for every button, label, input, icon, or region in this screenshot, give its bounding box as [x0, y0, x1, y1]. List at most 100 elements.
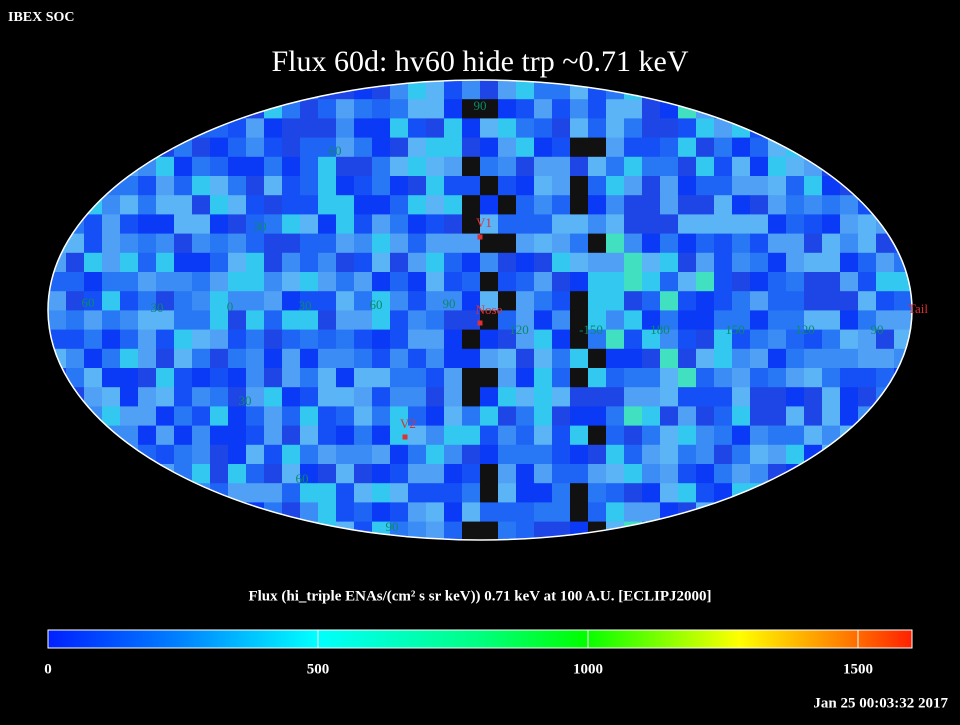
map-cell — [318, 252, 337, 273]
map-cell — [570, 387, 589, 407]
map-cell — [534, 464, 553, 484]
map-cell — [354, 483, 373, 503]
map-cell — [480, 272, 499, 292]
map-cell — [894, 118, 912, 139]
map-cell — [48, 425, 67, 446]
map-cell — [552, 272, 571, 292]
map-cell — [372, 329, 391, 350]
map-cell — [444, 406, 463, 427]
map-cell — [786, 502, 805, 523]
map-cell — [462, 118, 481, 139]
map-cell — [858, 214, 877, 235]
map-cell — [606, 368, 625, 388]
map-cell — [210, 291, 229, 311]
map-cell — [300, 176, 319, 196]
map-cell — [318, 406, 337, 427]
map-cell — [354, 99, 373, 119]
map-cell — [714, 118, 733, 139]
map-cell — [480, 80, 499, 100]
map-cell — [444, 464, 463, 484]
map-cell — [552, 425, 571, 446]
longitude-label: 60 — [82, 295, 95, 310]
map-cell — [174, 444, 193, 465]
map-cell — [120, 80, 139, 100]
map-cell — [102, 118, 121, 139]
map-cell — [858, 195, 877, 215]
map-cell — [84, 195, 103, 215]
map-cell — [732, 502, 751, 523]
map-cell — [426, 387, 445, 407]
map-cell — [750, 137, 769, 158]
map-cell — [372, 195, 391, 215]
map-cell — [48, 406, 67, 427]
map-cell — [768, 387, 787, 407]
latitude-label: 30 — [239, 393, 252, 408]
map-cell — [462, 99, 481, 119]
map-cell — [354, 118, 373, 139]
map-cell — [606, 99, 625, 119]
map-cell — [858, 521, 877, 540]
colorbar-tick-label: 1000 — [573, 661, 603, 677]
map-cell — [858, 176, 877, 196]
map-cell — [696, 310, 715, 331]
map-cell — [336, 329, 355, 350]
map-cell — [750, 406, 769, 427]
map-cell — [372, 80, 391, 100]
map-cell — [588, 329, 607, 350]
map-cell — [48, 80, 67, 100]
map-cell — [624, 214, 643, 235]
map-cell — [372, 368, 391, 388]
map-cell — [624, 137, 643, 158]
map-cell — [102, 214, 121, 235]
map-cell — [174, 406, 193, 427]
map-cell — [102, 99, 121, 119]
map-outline — [47, 79, 913, 541]
map-cell — [516, 483, 535, 503]
map-cell — [246, 176, 265, 196]
map-cell — [120, 176, 139, 196]
map-cell — [354, 387, 373, 407]
map-cell — [858, 502, 877, 523]
map-cell — [876, 521, 895, 540]
map-cell — [858, 272, 877, 292]
map-cell — [498, 176, 517, 196]
map-cell — [444, 176, 463, 196]
map-cell — [750, 80, 769, 100]
map-cell — [174, 521, 193, 540]
map-cell — [840, 252, 859, 273]
map-cell — [300, 310, 319, 331]
map-cell — [804, 348, 823, 369]
map-cell — [678, 444, 697, 465]
map-cell — [354, 252, 373, 273]
colorbar — [47, 629, 913, 649]
map-cell — [192, 252, 211, 273]
map-cell — [876, 272, 895, 292]
map-cell — [696, 80, 715, 100]
map-cell — [300, 368, 319, 388]
map-cell — [768, 118, 787, 139]
map-cell — [588, 348, 607, 369]
map-cell — [570, 156, 589, 177]
map-cell — [894, 176, 912, 196]
map-cell — [678, 348, 697, 369]
longitude-label: -150 — [579, 322, 603, 337]
map-cell — [696, 444, 715, 465]
map-cell — [696, 195, 715, 215]
map-cell — [246, 252, 265, 273]
map-cell — [426, 137, 445, 158]
map-cell — [750, 368, 769, 388]
map-cell — [282, 272, 301, 292]
map-cell — [318, 291, 337, 311]
map-cell — [768, 329, 787, 350]
map-cell — [552, 502, 571, 523]
map-cell — [426, 521, 445, 540]
map-cell — [534, 156, 553, 177]
map-cell — [354, 137, 373, 158]
map-cell — [714, 214, 733, 235]
title: Flux 60d: hv60 hide trp ~0.71 keV — [271, 45, 688, 78]
map-cell — [66, 156, 85, 177]
marker-dot — [477, 320, 483, 326]
map-cell — [120, 156, 139, 177]
map-cell — [642, 99, 661, 119]
map-cell — [282, 214, 301, 235]
